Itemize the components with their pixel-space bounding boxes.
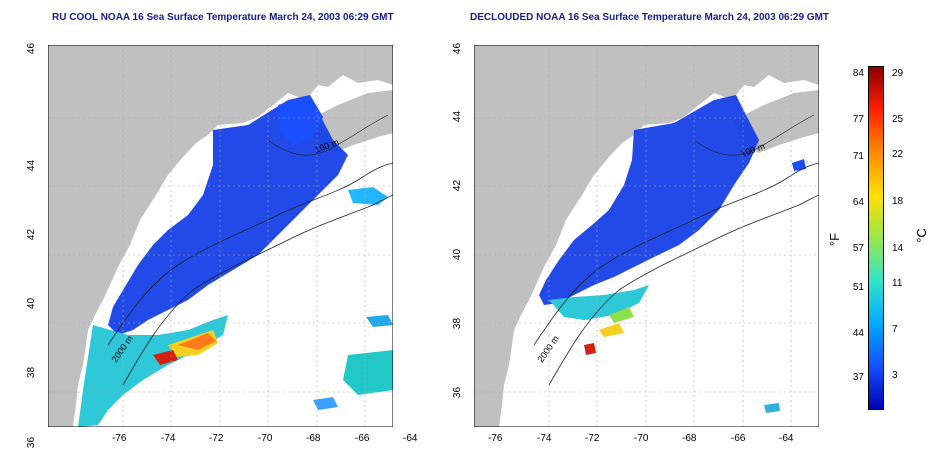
lon-tick-label: -66 (731, 433, 746, 444)
sst-small-patch (313, 397, 338, 410)
sst-yellow-patch (599, 323, 624, 337)
right-lon-axis: -76 -74 -72 -70 -68 -66 -64 (474, 433, 819, 447)
sst-gulf-maine (278, 95, 323, 145)
f-tick-label: 77 (852, 114, 864, 125)
sst-se-patch (343, 350, 393, 395)
isobath-extra (693, 114, 815, 156)
lat-tick-label: 36 (452, 386, 464, 399)
fahrenheit-unit-label: °F (827, 232, 843, 247)
land-mass (48, 45, 393, 427)
isobath-100m (107, 162, 393, 346)
lat-tick-label: 36 (26, 436, 38, 449)
left-lon-axis: -76 -74 -72 -70 -68 -66 -64 (48, 433, 417, 447)
c-tick-label: 18 (892, 196, 904, 207)
fahrenheit-scale: 84 77 71 64 57 51 44 37 (842, 66, 866, 408)
isobath-100m (533, 162, 819, 346)
c-tick-label: 14 (892, 243, 904, 254)
c-tick-label: 29 (892, 68, 904, 79)
right-lat-axis: 36 38 40 42 44 46 (446, 42, 470, 427)
f-tick-label: 57 (852, 243, 864, 254)
sst-patch-small (792, 159, 806, 171)
lat-tick-label: 38 (26, 366, 38, 379)
lat-tick-label: 46 (452, 42, 464, 55)
lat-tick-label: 38 (452, 317, 464, 330)
left-sst-map[interactable]: 100 m 2000 m (48, 45, 393, 427)
sst-green-patch (609, 307, 634, 323)
c-tick-label: 11 (892, 278, 903, 289)
graticule (48, 45, 393, 427)
isobath-2000m (548, 194, 819, 386)
sst-se-patch (764, 403, 780, 413)
right-sst-map[interactable]: 100 m 2000 m (474, 45, 819, 427)
c-tick-label: 3 (892, 370, 898, 381)
temperature-colorbar (868, 66, 884, 410)
land-mass (474, 45, 819, 427)
lon-tick-label: -66 (355, 433, 370, 444)
lon-tick-label: -74 (161, 433, 176, 444)
sst-red-patch (153, 350, 178, 365)
right-map-title: DECLOUDED NOAA 16 Sea Surface Temperatur… (470, 12, 830, 23)
lon-tick-label: -64 (403, 433, 418, 444)
lon-tick-label: -68 (306, 433, 321, 444)
lat-tick-label: 40 (26, 297, 38, 310)
c-tick-label: 22 (892, 149, 904, 160)
f-tick-label: 44 (852, 328, 864, 339)
lon-tick-label: -70 (634, 433, 649, 444)
lon-tick-label: -76 (488, 433, 503, 444)
sst-cyan-region (549, 285, 649, 320)
lat-tick-label: 40 (452, 248, 464, 261)
lon-tick-label: -76 (112, 433, 127, 444)
lon-tick-label: -64 (779, 433, 794, 444)
isobath-extra (267, 114, 389, 156)
f-tick-label: 71 (852, 151, 864, 162)
f-tick-label: 84 (852, 68, 864, 79)
left-map-title: RU COOL NOAA 16 Sea Surface Temperature … (52, 12, 394, 23)
c-tick-label: 25 (892, 114, 904, 125)
graticule (474, 45, 819, 427)
f-tick-label: 51 (852, 282, 864, 293)
c-tick-label: 7 (892, 324, 898, 335)
f-tick-label: 64 (852, 197, 864, 208)
sst-cold-region (108, 95, 348, 335)
lon-tick-label: -70 (258, 433, 273, 444)
isobath-2000m (122, 194, 393, 386)
sst-red-patch (584, 343, 596, 355)
lat-tick-label: 42 (452, 179, 464, 192)
sst-orange-patch (178, 333, 216, 350)
lon-tick-label: -72 (585, 433, 600, 444)
lon-tick-label: -74 (537, 433, 552, 444)
f-tick-label: 37 (852, 372, 864, 383)
celsius-scale: 29 25 22 18 14 11 7 3 (888, 66, 912, 408)
celsius-unit-label: °C (913, 228, 929, 243)
lon-tick-label: -72 (209, 433, 224, 444)
lat-tick-label: 44 (26, 159, 38, 172)
lat-tick-label: 42 (26, 228, 38, 241)
lon-tick-label: -68 (682, 433, 697, 444)
lat-tick-label: 46 (26, 42, 38, 55)
lat-tick-label: 44 (452, 110, 464, 123)
sst-cyan-patch (348, 187, 388, 205)
left-lat-axis: 36 38 40 42 44 46 (20, 42, 44, 448)
sst-cold-region (539, 95, 759, 305)
sst-eastern-patch (366, 315, 393, 327)
